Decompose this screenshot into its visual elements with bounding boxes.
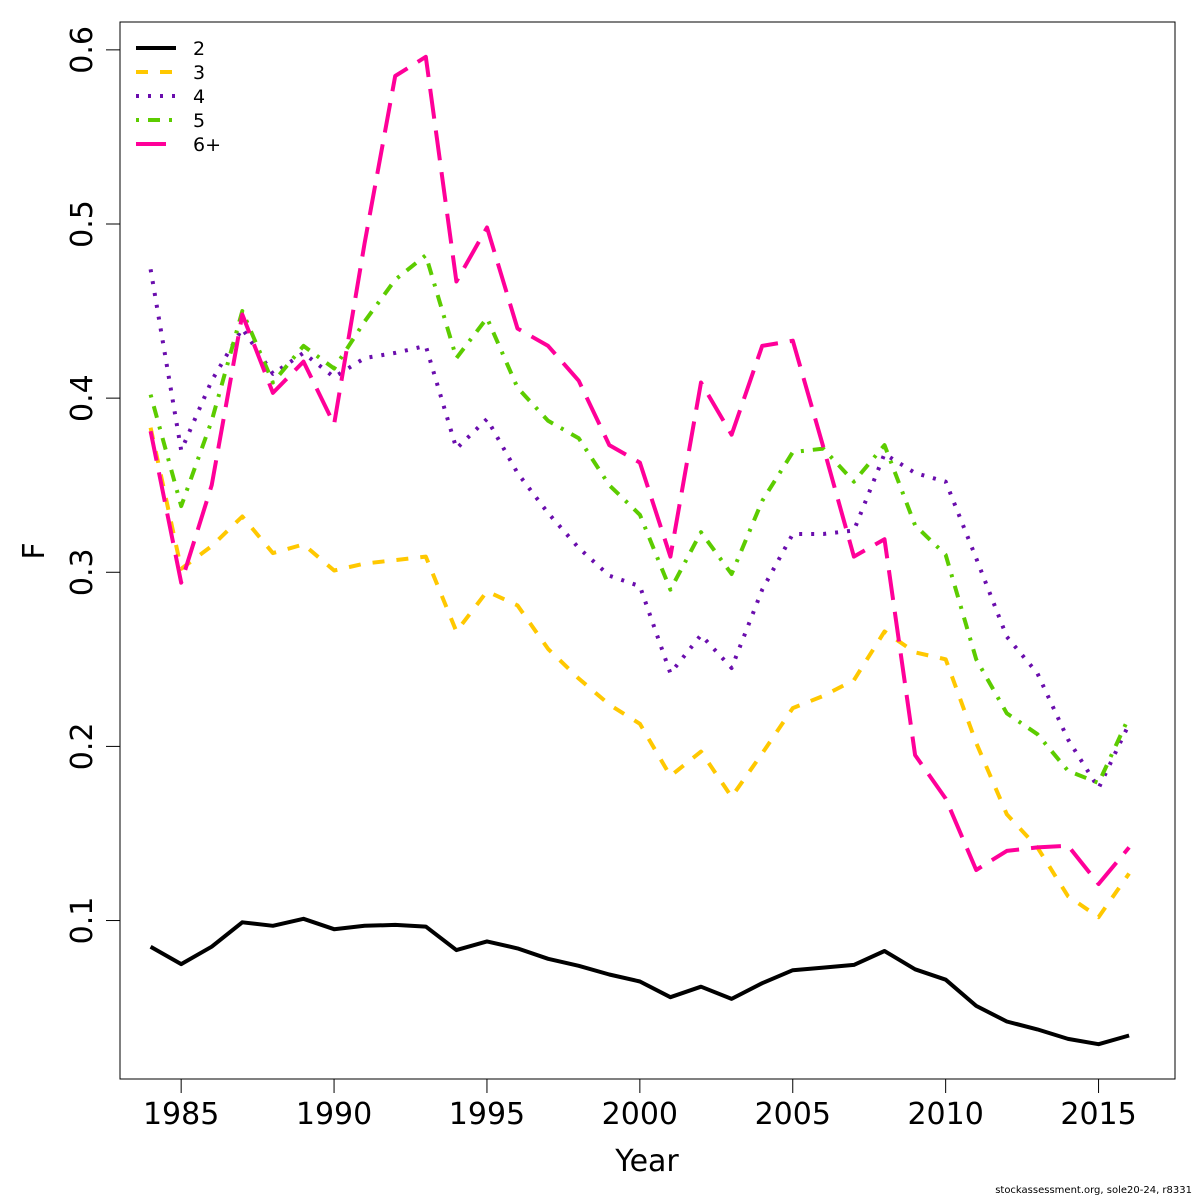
x-tick-label: 1995	[449, 1097, 525, 1132]
x-tick-label: 1985	[143, 1097, 219, 1132]
y-axis-title: F	[17, 542, 52, 559]
legend-label: 4	[193, 86, 205, 108]
credit-text: stockassessment.org, sole20-24, r8331	[995, 1185, 1192, 1196]
x-tick-label: 2005	[755, 1097, 831, 1132]
legend-label: 5	[193, 110, 205, 132]
series-line-5	[148, 253, 1131, 785]
x-axis-title: Year	[614, 1144, 679, 1179]
x-tick-label: 1990	[296, 1097, 372, 1132]
series-lines	[148, 54, 1131, 1047]
series-line-3	[148, 427, 1131, 920]
legend-label: 2	[193, 38, 205, 60]
y-tick-label: 0.2	[65, 723, 100, 771]
x-tick-label: 2015	[1060, 1097, 1136, 1132]
y-tick-label: 0.6	[65, 26, 100, 74]
x-tick-label: 2010	[907, 1097, 983, 1132]
y-axis: 0.1 0.2 0.3 0.4 0.5 0.6	[65, 26, 121, 945]
x-axis: 1985 1990 1995 2000 2005 2010 2015	[143, 1078, 1137, 1132]
y-tick-label: 0.1	[65, 897, 100, 945]
y-tick-label: 0.4	[65, 374, 100, 422]
series-line-4	[148, 268, 1131, 791]
x-tick-label: 2000	[602, 1097, 678, 1132]
y-tick-label: 0.3	[65, 548, 100, 596]
legend-label: 6+	[193, 134, 221, 156]
series-line-2	[149, 916, 1130, 1047]
plot-frame	[119, 21, 1176, 1080]
series-line-6plus	[148, 54, 1131, 886]
y-tick-label: 0.5	[65, 200, 100, 248]
legend-label: 3	[193, 62, 205, 84]
